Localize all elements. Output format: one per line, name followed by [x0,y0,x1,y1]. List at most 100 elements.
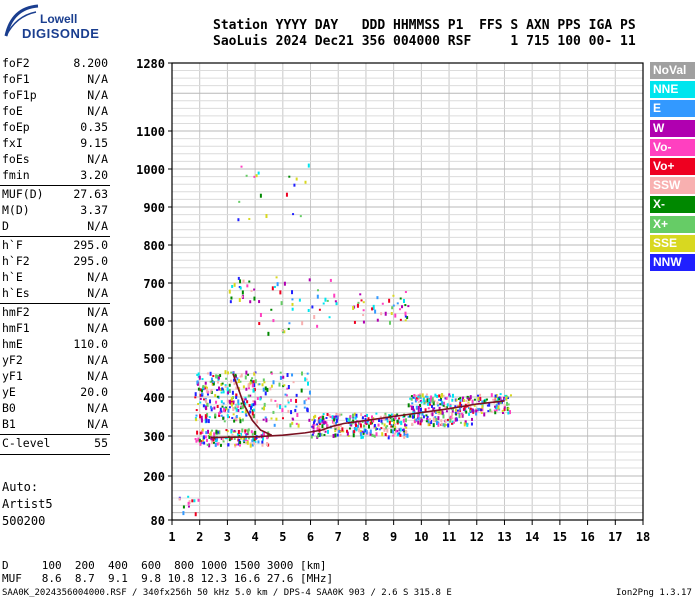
echo-point [293,183,296,187]
echo-point [232,371,235,374]
param-row: hmF1 N/A [2,321,108,337]
echo-point [390,424,393,427]
echo-point [490,393,493,398]
echo-point [421,412,424,416]
param-value: 3.20 [80,168,108,182]
param-row: yF2 N/A [2,353,108,369]
echo-point [314,414,317,418]
echo-point [256,396,259,400]
echo-point [432,423,435,428]
echo-point [199,393,202,397]
echo-point [487,410,490,413]
echo-point [417,408,420,413]
echo-point [249,405,252,410]
echo-point [255,174,258,178]
echo-point [497,401,500,405]
echo-point [419,399,422,402]
digisonde-logo-icon [4,4,39,37]
echo-point [251,383,254,388]
echo-point [228,399,231,404]
echo-point [222,407,225,412]
echo-point [498,397,501,401]
echo-point [345,418,348,423]
param-name: foEs [2,152,30,166]
echo-point [241,418,244,422]
param-name: yF1 [2,369,23,383]
x-tick-label: 8 [362,530,369,544]
echo-point [319,416,322,419]
echo-point [372,434,375,437]
echo-point [481,400,484,405]
echo-point [410,413,413,418]
echo-point [445,406,448,409]
echo-point [249,300,252,304]
echo-point [292,418,295,421]
echo-point [228,406,231,409]
y-tick-label: 300 [143,430,165,444]
echo-point [486,404,489,407]
echo-point [430,412,433,416]
echo-point [403,435,406,439]
x-trace-line [232,373,273,436]
echo-point [212,438,215,442]
echo-point [457,397,460,400]
echo-point [426,417,429,420]
echo-point [495,404,498,408]
echo-point [319,418,322,423]
echo-point [335,416,338,420]
echo-point [363,428,366,433]
d-distance-line: D 100 200 400 600 800 1000 1500 3000 [km… [2,559,327,572]
echo-point [488,402,491,407]
echo-point [316,324,319,328]
echo-point [479,396,482,401]
echo-point [354,416,357,420]
echo-point [213,441,216,444]
echo-point [279,290,282,295]
echo-point [275,417,278,421]
echo-point [444,418,447,423]
echo-point [346,429,349,433]
echo-point [422,415,425,419]
echo-point [383,423,386,427]
echo-point [252,408,255,412]
echo-point [217,412,220,417]
echo-point [404,315,407,318]
echo-point [427,419,430,424]
param-value: N/A [87,369,108,383]
echo-point [391,306,394,310]
echo-point [477,396,480,401]
echo-point [210,437,213,441]
echo-point [420,401,423,404]
echo-point [210,389,213,392]
echo-point [244,429,247,433]
echo-point [407,305,410,308]
echo-point [325,421,328,425]
echo-point [211,440,214,445]
echo-point [306,408,309,413]
echo-point [241,428,244,433]
echo-point [410,395,413,398]
echo-point [442,394,445,397]
echo-point [387,435,390,440]
param-value: N/A [87,305,108,319]
echo-point [390,312,393,316]
echo-point [203,441,206,445]
echo-point [251,381,254,384]
echo-point [348,420,351,424]
param-name: hmF1 [2,321,30,335]
echo-point [204,386,207,390]
echo-point [230,396,233,401]
echo-point [318,419,321,424]
echo-point [337,429,340,433]
echo-point [206,372,209,375]
echo-point [228,438,231,442]
param-value: N/A [87,104,108,118]
echo-point [206,443,209,446]
echo-point [234,373,237,377]
echo-point [451,393,454,398]
echo-point [205,399,208,404]
echo-point [194,392,197,397]
echo-point [237,399,240,404]
echo-point [197,375,200,378]
legend-item-x-: X+ [650,215,695,233]
